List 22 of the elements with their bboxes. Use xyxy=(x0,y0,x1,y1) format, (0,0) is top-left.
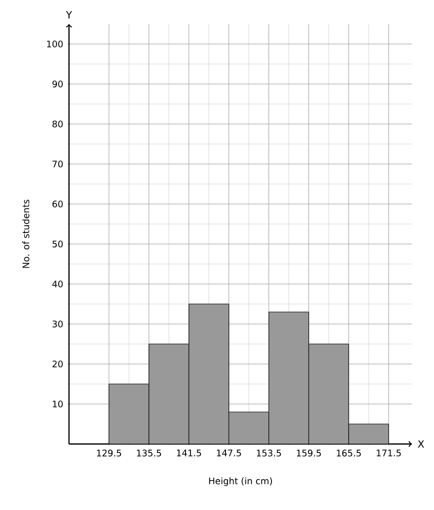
x-tick-label: 153.5 xyxy=(256,450,281,456)
x-tick-label: 147.5 xyxy=(216,450,241,456)
y-tick-label: 90 xyxy=(52,80,63,88)
y-tick-label: 80 xyxy=(52,120,63,128)
y-tick-label: 20 xyxy=(52,360,63,368)
x-tick-label: 129.5 xyxy=(97,450,122,456)
x-tick-label: 165.5 xyxy=(336,450,361,456)
y-axis-title: No. of students xyxy=(22,200,30,268)
y-tick-label: 60 xyxy=(52,200,63,208)
x-tick-label: 141.5 xyxy=(176,450,201,456)
x-axis-title: Height (in cm) xyxy=(209,477,272,486)
x-tick-label: 171.5 xyxy=(376,450,401,456)
y-tick-label: 50 xyxy=(52,240,63,248)
y-tick-label: 70 xyxy=(52,160,63,168)
y-tick-label: 40 xyxy=(52,280,63,288)
x-tick-label: 135.5 xyxy=(137,450,162,456)
text: Y xyxy=(66,11,72,18)
text: X xyxy=(418,440,424,448)
y-tick-label: 30 xyxy=(52,320,63,328)
y-tick-label: 100 xyxy=(47,40,63,48)
x-tick-label: 159.5 xyxy=(296,450,321,456)
y-tick-label: 10 xyxy=(52,400,63,408)
